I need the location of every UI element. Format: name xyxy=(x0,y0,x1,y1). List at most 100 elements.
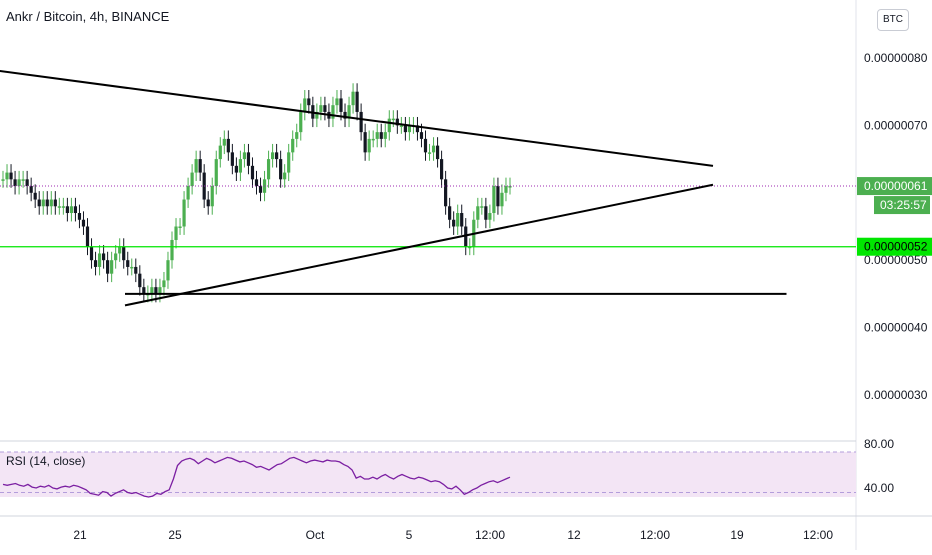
candle-body xyxy=(142,287,146,294)
candle-body xyxy=(295,132,299,139)
time-tick-label: 21 xyxy=(73,528,87,542)
candle-body xyxy=(17,179,21,187)
candle-body xyxy=(266,159,271,180)
candle-body xyxy=(331,105,335,119)
time-tick-label: 12:00 xyxy=(475,528,505,542)
candle-body xyxy=(439,159,444,180)
lower-trendline[interactable] xyxy=(124,183,714,307)
candle-body xyxy=(504,186,508,193)
candle-body xyxy=(242,152,247,160)
candle-body xyxy=(415,125,420,133)
candle-body xyxy=(110,260,114,274)
candle-body xyxy=(158,287,162,294)
candle-body xyxy=(319,105,323,112)
time-tick-label: 5 xyxy=(406,528,413,542)
candle-body xyxy=(89,246,94,261)
currency-button[interactable]: BTC xyxy=(877,9,909,31)
candle-body xyxy=(93,260,98,267)
upper-trendline[interactable] xyxy=(0,68,714,167)
candle-body xyxy=(323,105,327,112)
candle-body xyxy=(230,152,234,166)
candle-body xyxy=(460,213,464,227)
candle-body xyxy=(315,111,319,119)
candle-body xyxy=(166,260,170,281)
candle-body xyxy=(206,199,210,207)
last-price-tag xyxy=(857,177,932,196)
candle-body xyxy=(118,246,122,254)
candle-body xyxy=(496,186,500,207)
price-tick-label: 0.00000080 xyxy=(864,51,928,65)
time-tick-label: 12:00 xyxy=(640,528,670,542)
candle-body xyxy=(29,186,33,193)
candle-body xyxy=(435,145,440,160)
rsi-line xyxy=(2,456,511,498)
time-tick-label: 25 xyxy=(168,528,182,542)
candle-body xyxy=(275,152,279,160)
candle-body xyxy=(351,91,355,106)
candle-body xyxy=(85,226,90,247)
candle-body xyxy=(456,213,460,227)
candle-body xyxy=(291,138,295,153)
candle-body xyxy=(49,199,53,207)
candle-body xyxy=(395,118,399,126)
time-tick-label: 19 xyxy=(730,528,744,542)
candle-body xyxy=(476,206,480,220)
candle-body xyxy=(383,132,387,139)
candle-body xyxy=(452,219,456,227)
candle-body xyxy=(270,152,275,160)
level-price-tag xyxy=(857,237,932,256)
candle-body xyxy=(65,206,69,214)
candle-body xyxy=(134,266,138,274)
candle-body xyxy=(488,213,492,220)
time-tick-label: Oct xyxy=(306,528,325,542)
candle-body xyxy=(33,192,37,200)
candle-body xyxy=(9,172,13,180)
candle-body xyxy=(150,287,154,294)
candle-body xyxy=(347,105,351,119)
candle-body xyxy=(339,98,343,112)
candle-body xyxy=(214,159,218,187)
candle-body xyxy=(5,172,9,180)
candle-body xyxy=(190,172,194,187)
last-price-label: 0.00000061 xyxy=(864,179,928,193)
candle-body xyxy=(367,138,371,153)
candle-body xyxy=(303,98,307,112)
candle-body xyxy=(81,219,86,227)
candle-body xyxy=(1,179,5,181)
candle-body xyxy=(500,192,504,207)
candle-body xyxy=(178,226,182,228)
candle-body xyxy=(287,152,291,173)
candle-body xyxy=(427,152,432,154)
candle-body xyxy=(222,138,226,146)
countdown-tag xyxy=(874,196,930,215)
candle-body xyxy=(126,260,130,267)
candle-body xyxy=(335,98,339,106)
candle-body xyxy=(508,186,512,188)
rsi-band xyxy=(0,452,856,497)
candle-body xyxy=(218,145,222,160)
candle-body xyxy=(69,206,74,214)
candle-body xyxy=(492,186,496,214)
candle-body xyxy=(138,273,142,288)
candle-body xyxy=(45,199,49,207)
candle-body xyxy=(77,213,82,220)
candle-body xyxy=(258,186,263,193)
candle-body xyxy=(423,138,428,153)
candle-body xyxy=(182,199,186,227)
candle-body xyxy=(391,118,395,121)
candle-body xyxy=(130,266,134,269)
candle-body xyxy=(154,287,158,294)
candle-body xyxy=(162,280,166,288)
candle-body xyxy=(399,125,403,127)
candle-body xyxy=(343,111,347,119)
candle-body xyxy=(444,179,448,207)
candle-body xyxy=(13,179,17,187)
candle-body xyxy=(448,206,452,220)
candle-body xyxy=(73,206,78,214)
candle-body xyxy=(468,246,472,249)
candle-body xyxy=(480,206,484,208)
candle-body xyxy=(194,159,198,173)
candle-body xyxy=(234,165,238,173)
